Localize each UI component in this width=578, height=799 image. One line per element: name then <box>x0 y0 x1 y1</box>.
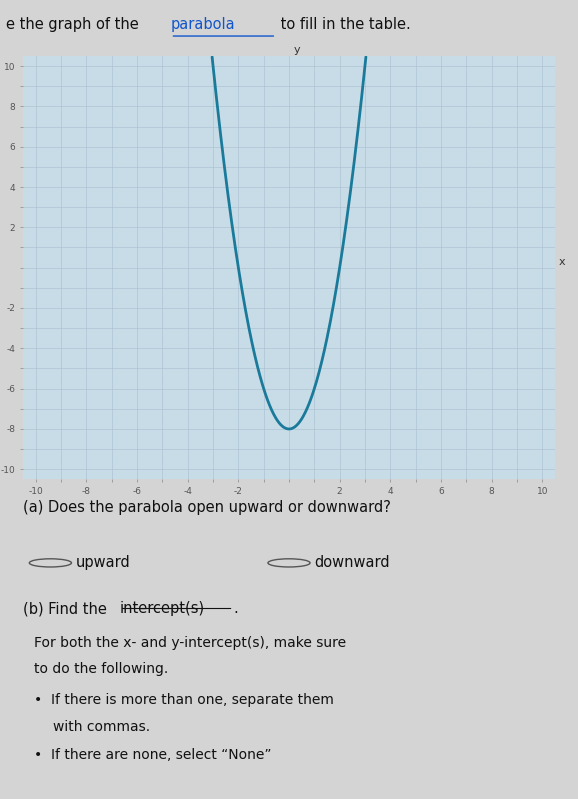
Text: to do the following.: to do the following. <box>34 662 168 677</box>
Text: For both the x- and y-intercept(s), make sure: For both the x- and y-intercept(s), make… <box>34 636 346 650</box>
Text: with commas.: with commas. <box>53 720 150 733</box>
Text: .: . <box>234 602 238 616</box>
Text: intercept(s): intercept(s) <box>120 602 205 616</box>
Text: (a) Does the parabola open upward or downward?: (a) Does the parabola open upward or dow… <box>23 500 391 515</box>
Text: downward: downward <box>314 555 390 570</box>
Text: parabola: parabola <box>171 17 235 32</box>
Text: upward: upward <box>75 555 130 570</box>
Text: to fill in the table.: to fill in the table. <box>276 17 411 32</box>
Text: x: x <box>559 256 566 267</box>
Text: •  If there are none, select “None”: • If there are none, select “None” <box>34 748 271 762</box>
Text: e the graph of the: e the graph of the <box>6 17 143 32</box>
Text: y: y <box>293 45 300 55</box>
Text: (b) Find the: (b) Find the <box>23 602 111 616</box>
Text: •  If there is more than one, separate them: • If there is more than one, separate th… <box>34 693 334 707</box>
